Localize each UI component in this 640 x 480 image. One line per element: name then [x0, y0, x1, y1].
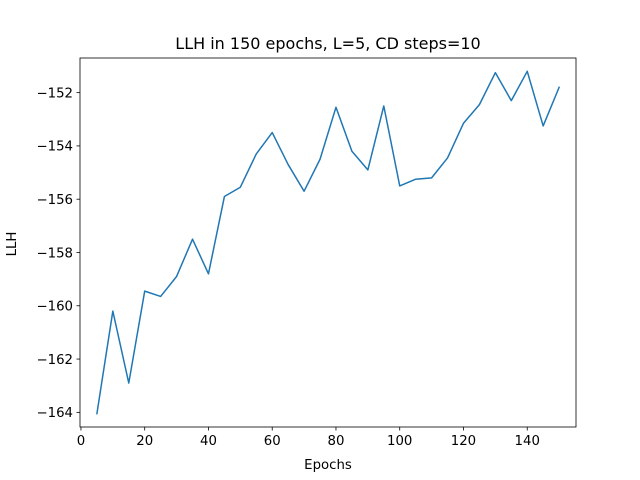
- axes-frame: [79, 57, 577, 428]
- y-tick-label: −156: [36, 193, 73, 208]
- x-tick-label: 0: [77, 434, 85, 449]
- y-tick-label: −162: [36, 353, 73, 368]
- x-tick-label: 80: [328, 434, 345, 449]
- y-axis-label: LLH: [5, 232, 20, 257]
- plot-area: [96, 70, 561, 415]
- x-tick-label: 20: [136, 434, 153, 449]
- y-tick-label: −158: [36, 246, 73, 261]
- x-tick-label: 100: [387, 434, 412, 449]
- x-tick-label: 60: [264, 434, 281, 449]
- x-tick-label: 40: [200, 434, 217, 449]
- y-tick-label: −164: [36, 406, 73, 421]
- axes: 0 20 40 60 80 100 120 140 −164 −162 −160 −158 −156 −1…: [36, 57, 577, 449]
- chart-title: LLH in 150 epochs, L=5, CD steps=10: [175, 34, 480, 53]
- x-axis-label: Epochs: [304, 458, 352, 473]
- series-line-0: [96, 70, 561, 415]
- y-tick-label: −160: [36, 300, 73, 315]
- y-tick-label: −152: [36, 86, 73, 101]
- x-tick-label: 120: [451, 434, 476, 449]
- y-tick-label: −154: [36, 140, 73, 155]
- x-tick-label: 140: [515, 434, 540, 449]
